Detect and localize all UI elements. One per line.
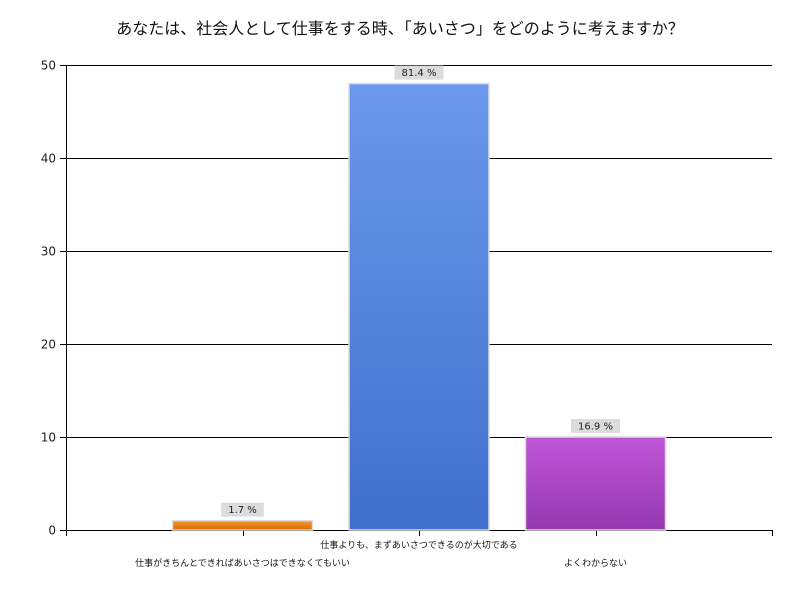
bar (171, 519, 314, 531)
x-category-label: よくわからない (564, 558, 627, 569)
y-tick-label: 0 (48, 524, 56, 538)
bar (348, 82, 490, 531)
data-label: 16.9 % (578, 422, 613, 433)
bar (524, 436, 667, 531)
y-tick-label: 40 (41, 152, 56, 166)
labels: 0 10 20 30 40 50 1.7 % 仕事がきちんとできればあいさつはできなくてもいい… (41, 59, 627, 570)
data-label-box (221, 502, 264, 517)
bars (171, 82, 667, 531)
y-tick-label: 10 (41, 431, 56, 445)
x-category-label: 仕事よりも、まずあいさつできるのが大切である (320, 539, 517, 551)
axes (66, 65, 773, 536)
y-tick-label: 30 (41, 245, 56, 259)
data-label-box (571, 419, 620, 433)
data-label: 1.7 % (228, 505, 257, 516)
chart-title: あなたは、社会人として仕事をする時、「あいさつ」をどのように考えますか？ (116, 19, 684, 38)
y-tick-label: 50 (41, 59, 56, 73)
y-tick-label: 20 (41, 338, 56, 352)
x-category-label: 仕事がきちんとできればあいさつはできなくてもいい (135, 557, 350, 569)
data-label: 81.4 % (402, 68, 437, 79)
data-label-box (394, 65, 444, 80)
